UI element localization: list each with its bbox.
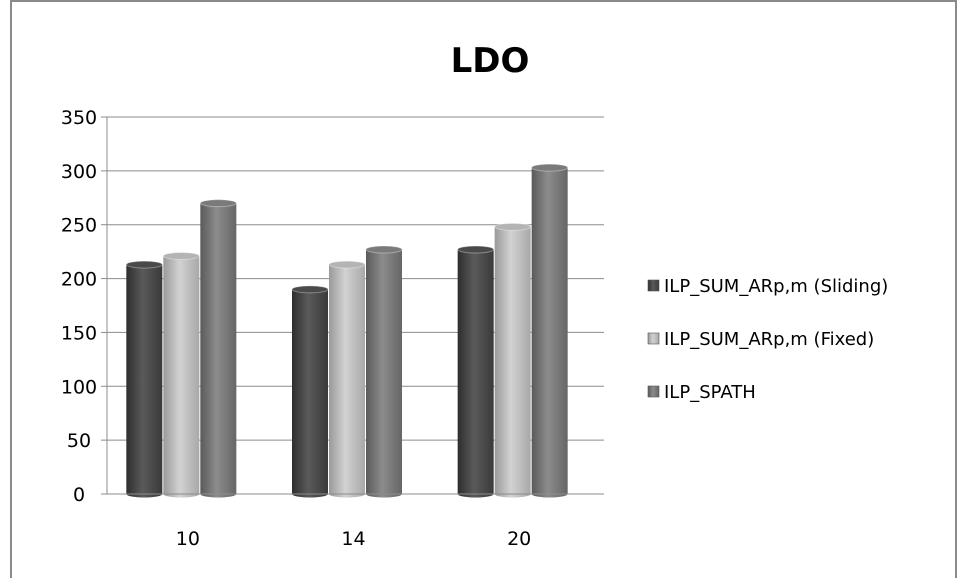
x-tick-label: 14 xyxy=(341,528,365,550)
y-tick-label: 50 xyxy=(67,430,91,452)
y-tick-label: 300 xyxy=(61,161,97,183)
bar xyxy=(125,260,163,498)
bar xyxy=(328,260,366,498)
bar-body xyxy=(457,249,494,494)
legend-swatch xyxy=(647,385,660,398)
legend-label: ILP_SUM_ARp,m (Sliding) xyxy=(664,276,888,297)
legend-item: ILP_SUM_ARp,m (Sliding) xyxy=(647,276,888,297)
legend-item: ILP_SUM_ARp,m (Fixed) xyxy=(647,329,874,350)
bar xyxy=(291,285,329,498)
chart-title: LDO xyxy=(451,41,530,81)
y-axis-ticks: 0 50 100 150 200 250 300 350 xyxy=(61,107,97,506)
bar-body xyxy=(163,255,200,494)
bar xyxy=(199,199,237,498)
y-tick-label: 350 xyxy=(61,107,97,129)
bar-body xyxy=(126,264,163,494)
bars xyxy=(107,163,604,498)
x-tick-label: 10 xyxy=(176,528,200,550)
x-tick-label: 20 xyxy=(507,528,531,550)
bar-cap xyxy=(291,285,329,294)
x-axis-ticks: 10 14 20 xyxy=(176,528,532,550)
y-tick-label: 0 xyxy=(73,484,85,506)
bar-body xyxy=(494,226,531,494)
bar xyxy=(531,163,569,498)
bar-body xyxy=(531,167,568,494)
bar xyxy=(162,251,200,498)
legend-swatch xyxy=(647,332,660,345)
bar-body xyxy=(366,249,402,494)
legend: ILP_SUM_ARp,m (Sliding) ILP_SUM_ARp,m (Fi… xyxy=(647,276,888,403)
bar-cap xyxy=(125,260,163,269)
bar-cap xyxy=(162,251,200,260)
legend-swatch xyxy=(647,279,660,292)
bar xyxy=(494,222,532,498)
bar-cap xyxy=(199,199,237,208)
legend-label: ILP_SUM_ARp,m (Fixed) xyxy=(664,329,874,350)
y-tick-label: 200 xyxy=(61,269,97,291)
legend-item: ILP_SPATH xyxy=(647,382,756,403)
bar-body xyxy=(292,289,328,494)
y-tick-label: 150 xyxy=(61,322,97,344)
bar-cap xyxy=(457,245,495,254)
legend-label: ILP_SPATH xyxy=(664,382,756,403)
y-tick-label: 100 xyxy=(61,376,97,398)
bar-body xyxy=(329,264,365,494)
bar xyxy=(365,245,403,498)
bar-cap xyxy=(365,245,403,254)
bar-cap xyxy=(328,260,366,269)
bar-body xyxy=(200,203,237,494)
bar-cap xyxy=(494,222,532,231)
bar xyxy=(457,245,495,498)
bar-cap xyxy=(531,163,569,172)
y-tick-label: 250 xyxy=(61,215,97,237)
